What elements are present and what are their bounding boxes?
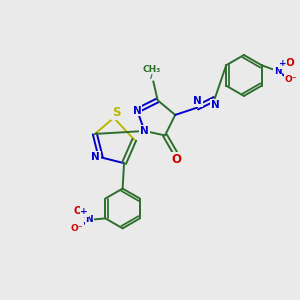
Text: O⁻: O⁻ — [285, 75, 297, 84]
Text: N: N — [133, 106, 142, 116]
Text: N: N — [211, 100, 220, 110]
Text: N: N — [140, 126, 149, 136]
Text: N: N — [85, 215, 93, 224]
Text: N: N — [91, 152, 100, 162]
Text: +: + — [80, 207, 88, 216]
Text: O: O — [74, 206, 82, 216]
Text: O⁻: O⁻ — [70, 224, 83, 232]
Text: S: S — [112, 106, 120, 119]
Text: /: / — [150, 70, 154, 80]
Text: +: + — [279, 59, 287, 68]
Text: N: N — [274, 67, 281, 76]
Text: O: O — [172, 153, 182, 166]
Text: O: O — [285, 58, 294, 68]
Text: N: N — [193, 96, 202, 106]
Text: CH₃: CH₃ — [143, 64, 161, 74]
